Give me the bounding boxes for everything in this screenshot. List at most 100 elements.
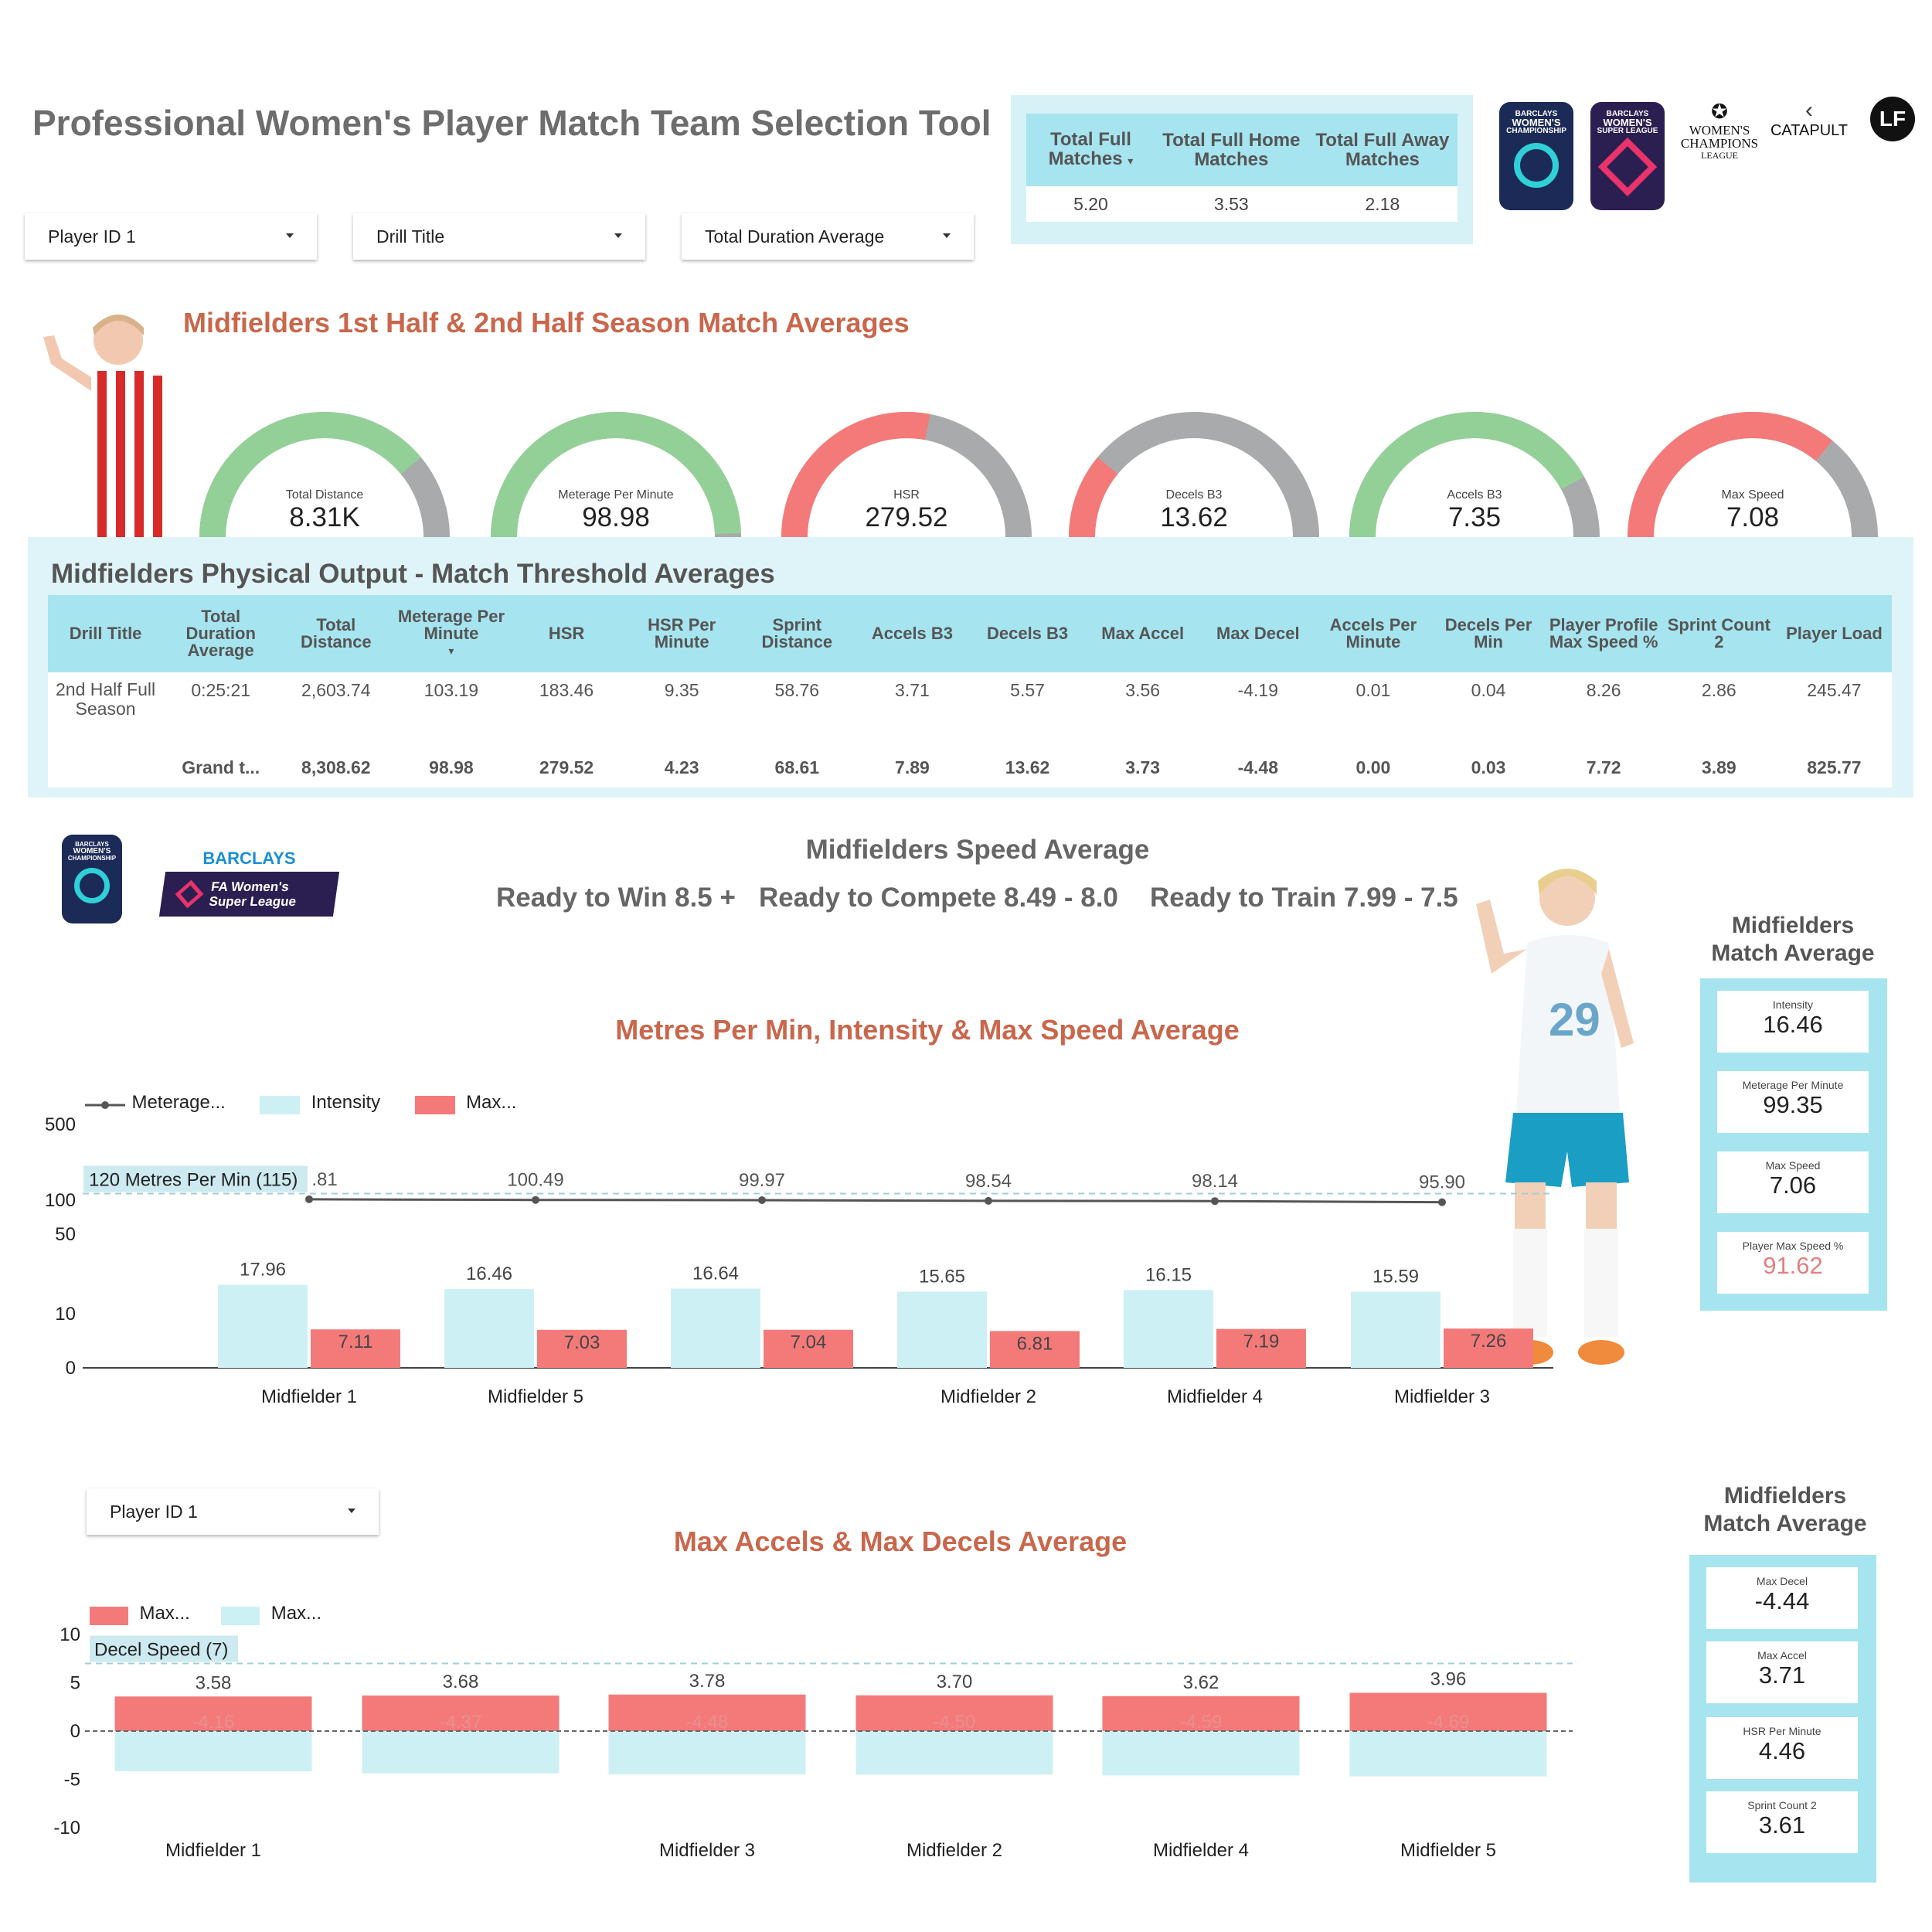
matches-summary-panel: Total Full Matches ▾ Total Full Home Mat… (1011, 95, 1473, 244)
meterage-line (308, 1198, 1443, 1204)
bar-label-intensity: 16.15 (1145, 1264, 1192, 1285)
phys-header[interactable]: Sprint Distance (739, 595, 855, 672)
bar-max-speed (990, 1331, 1080, 1368)
phys-header[interactable]: Meterage Per Minute ▾ (393, 595, 509, 672)
phys-header[interactable]: Total Distance (278, 595, 394, 672)
bar-label-intensity: 15.65 (919, 1266, 965, 1287)
bar-max-accel (1102, 1696, 1300, 1731)
meterage-point (985, 1196, 992, 1205)
bar-max-accel (362, 1696, 560, 1731)
chart-2-title: Max Accels & Max Decels Average (673, 1526, 1128, 1557)
physical-output-table: Drill Title Total Duration Average Total D… (48, 595, 1892, 787)
bar-label-max-decel: -4.69 (1427, 1712, 1470, 1733)
phys-total-cell: 279.52 (509, 748, 624, 787)
caret-down-icon (943, 233, 951, 238)
bar-intensity (671, 1288, 760, 1368)
bar-label-intensity: 16.46 (466, 1264, 512, 1284)
chart-1-title: Metres Per Min, Intensity & Max Speed Av… (615, 1014, 1240, 1046)
phys-header[interactable]: Player Load (1776, 595, 1892, 672)
gauge-value: 8.31K (289, 502, 360, 532)
player-id-dropdown-2[interactable]: Player ID 1 (87, 1488, 379, 1535)
meterage-label: .81 (311, 1169, 337, 1190)
y-tick-label: 50 (55, 1224, 76, 1245)
bar-max-decel (1349, 1731, 1547, 1777)
phys-header[interactable]: HSR (509, 595, 624, 672)
reference-label-bg (83, 1165, 308, 1192)
phys-header[interactable]: Drill Title (48, 595, 164, 672)
drill-title-dropdown[interactable]: Drill Title (353, 213, 645, 260)
phys-header[interactable]: Max Decel (1200, 595, 1316, 672)
bar-max-speed (1444, 1328, 1533, 1368)
phys-total-cell: 0.03 (1430, 748, 1546, 787)
ready-to-compete-label: Ready to Compete 8.49 - 8.0 (759, 883, 1118, 913)
avg-panel-2: Max Decel -4.44 Max Accel 3.71 HSR Per Min… (1689, 1555, 1876, 1883)
phys-total-cell: 13.62 (970, 748, 1086, 787)
phys-header[interactable]: Max Accel (1085, 595, 1201, 672)
phys-cell: 9.35 (624, 672, 740, 748)
phys-total-cell: 0.00 (1315, 748, 1431, 787)
bar-label-max-decel: -4.48 (686, 1712, 729, 1733)
sort-down-icon: ▾ (448, 645, 454, 657)
chart-2-legend[interactable]: Max... Max... (90, 1603, 321, 1625)
header-total-full-matches[interactable]: Total Full Matches ▾ (1026, 114, 1155, 186)
x-tick-label: Midfielder 3 (659, 1840, 755, 1861)
phys-header[interactable]: Accels Per Minute (1315, 595, 1431, 672)
phys-header[interactable]: Accels B3 (854, 595, 970, 672)
phys-header[interactable]: HSR Per Minute (624, 595, 740, 672)
chart-1-legend[interactable]: Meterage... Intensity Max... (82, 1092, 516, 1117)
legend-max-decel: Max... (270, 1603, 322, 1624)
gauge-label: Decels B3 (1165, 488, 1223, 502)
phys-header[interactable]: Player Profile Max Speed % (1546, 595, 1662, 672)
phys-total-cell: 7.72 (1546, 748, 1662, 787)
duration-dropdown[interactable]: Total Duration Average (682, 213, 974, 260)
avg-panel-1: Intensity 16.46 Meterage Per Minute 99.35 … (1700, 978, 1887, 1311)
bar-max-decel (855, 1731, 1053, 1775)
bar-max-decel (114, 1731, 312, 1771)
player-id-dropdown[interactable]: Player ID 1 (25, 213, 317, 260)
max-speed-scorecard: Max Speed 7.06 (1717, 1151, 1869, 1213)
player-photo-1 (28, 306, 179, 538)
header-away-matches[interactable]: Total Full Away Matches (1307, 114, 1458, 186)
caret-down-icon (286, 233, 294, 238)
gauge-value: 7.08 (1726, 502, 1780, 532)
x-tick-label: Midfielder 5 (488, 1386, 583, 1407)
phys-header[interactable]: Sprint Count 2 (1661, 595, 1777, 672)
gauge-hsr: HSR 279.52 (779, 402, 1034, 541)
y-tick-label: 100 (45, 1190, 76, 1211)
player-photo-2: 29 (1468, 858, 1669, 1376)
value-home-matches: 3.53 (1155, 186, 1308, 222)
header-home-matches[interactable]: Total Full Home Matches (1155, 114, 1308, 186)
x-tick-label: Midfielder 1 (261, 1386, 357, 1407)
bar-label-max-speed: 7.04 (791, 1332, 827, 1353)
bar-label-intensity: 15.59 (1372, 1267, 1419, 1287)
phys-header[interactable]: Total Duration Average (163, 595, 279, 672)
bar-label-max-speed: 7.19 (1243, 1332, 1280, 1352)
womens-super-league-logo: BARCLAYS WOMEN'S SUPER LEAGUE (1590, 102, 1665, 210)
y-tick-label: 500 (45, 1114, 76, 1135)
bar-label-intensity: 17.96 (240, 1260, 286, 1281)
bar-max-decel (1102, 1731, 1300, 1776)
physical-output-title: Midfielders Physical Output - Match Thre… (51, 559, 775, 589)
phys-cell: 5.57 (970, 672, 1086, 748)
phys-cell: 245.47 (1776, 672, 1892, 748)
x-tick-label: Midfielder 4 (1153, 1840, 1249, 1861)
x-tick-label: Midfielder 2 (906, 1840, 1002, 1861)
gauge-decels-b3: Decels B3 13.62 (1066, 402, 1321, 541)
y-tick-label: 0 (70, 1721, 80, 1742)
gauge-meterage-per-minute: Meterage Per Minute 98.98 (488, 402, 743, 541)
legend-swatch-max-decel (221, 1606, 260, 1625)
gauge-accels-b3: Accels B3 7.35 (1347, 402, 1602, 541)
phys-header[interactable]: Decels Per Min (1430, 595, 1546, 672)
phys-total-cell: 825.77 (1776, 748, 1892, 787)
value-away-matches: 2.18 (1307, 186, 1458, 222)
reference-label: Decel Speed (7) (94, 1640, 228, 1661)
phys-header[interactable]: Decels B3 (970, 595, 1086, 672)
bar-max-speed (1216, 1328, 1306, 1368)
meterage-label: 98.54 (965, 1171, 1012, 1192)
gauge-value: 279.52 (865, 502, 948, 532)
meterage-label: 100.49 (507, 1170, 563, 1191)
gauge-fill (1069, 457, 1118, 538)
champions-league-logo: ✪ WOMEN'S CHAMPIONS LEAGUE (1677, 100, 1762, 178)
legend-swatch-max-accel (90, 1606, 128, 1625)
